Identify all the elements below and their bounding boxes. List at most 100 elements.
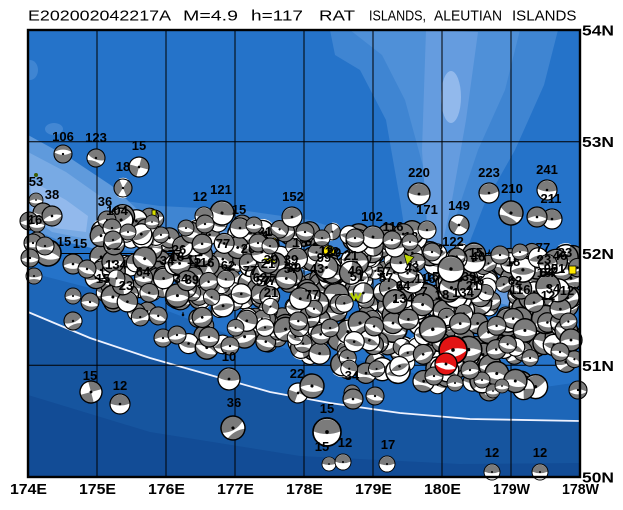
svg-text:116: 116 bbox=[383, 219, 404, 234]
svg-text:23: 23 bbox=[558, 245, 572, 260]
svg-text:53N: 53N bbox=[582, 134, 614, 151]
svg-text:15: 15 bbox=[469, 245, 483, 260]
svg-text:39: 39 bbox=[284, 252, 298, 267]
svg-text:174E: 174E bbox=[10, 481, 47, 498]
svg-text:77: 77 bbox=[243, 263, 257, 278]
svg-text:18: 18 bbox=[537, 265, 551, 280]
svg-text:12: 12 bbox=[113, 378, 127, 393]
svg-text:57: 57 bbox=[256, 273, 270, 288]
svg-text:12: 12 bbox=[193, 189, 207, 204]
svg-text:223: 223 bbox=[478, 165, 500, 180]
svg-text:ISLANDS: ISLANDS bbox=[512, 8, 577, 25]
svg-text:ALEUTIAN: ALEUTIAN bbox=[434, 8, 502, 25]
svg-text:M=4.9: M=4.9 bbox=[183, 8, 238, 25]
svg-text:39: 39 bbox=[327, 245, 341, 260]
svg-text:38: 38 bbox=[45, 187, 59, 202]
svg-text:179W: 179W bbox=[493, 481, 531, 498]
svg-text:36: 36 bbox=[227, 395, 241, 410]
svg-text:18: 18 bbox=[170, 249, 184, 264]
svg-text:39: 39 bbox=[185, 272, 199, 287]
svg-text:10: 10 bbox=[222, 349, 236, 364]
svg-text:15: 15 bbox=[132, 138, 146, 153]
svg-text:43: 43 bbox=[405, 260, 419, 275]
svg-text:106: 106 bbox=[52, 129, 74, 144]
svg-text:64: 64 bbox=[136, 264, 151, 279]
svg-text:64: 64 bbox=[396, 278, 411, 293]
svg-text:21: 21 bbox=[261, 256, 275, 271]
svg-text:12: 12 bbox=[338, 435, 352, 450]
svg-text:99: 99 bbox=[544, 261, 558, 276]
svg-text:21: 21 bbox=[466, 278, 480, 293]
svg-text:104: 104 bbox=[106, 203, 128, 218]
svg-text:15: 15 bbox=[83, 368, 97, 383]
svg-text:51: 51 bbox=[551, 261, 565, 276]
svg-text:34: 34 bbox=[546, 281, 561, 296]
svg-text:12: 12 bbox=[533, 445, 547, 460]
svg-text:E202002042217A: E202002042217A bbox=[28, 8, 171, 25]
svg-text:7: 7 bbox=[420, 284, 427, 299]
svg-text:h=117: h=117 bbox=[251, 8, 303, 25]
svg-text:36: 36 bbox=[98, 194, 112, 209]
svg-text:15: 15 bbox=[315, 439, 329, 454]
svg-text:12: 12 bbox=[319, 243, 333, 258]
svg-text:77: 77 bbox=[305, 287, 319, 302]
svg-text:102: 102 bbox=[361, 209, 383, 224]
svg-text:121: 121 bbox=[210, 182, 232, 197]
svg-text:57: 57 bbox=[284, 261, 298, 276]
svg-text:23: 23 bbox=[119, 278, 133, 293]
svg-text:50N: 50N bbox=[582, 470, 614, 487]
svg-text:15: 15 bbox=[232, 202, 246, 217]
svg-text:134: 134 bbox=[392, 291, 414, 306]
svg-text:62: 62 bbox=[253, 270, 267, 285]
svg-text:116: 116 bbox=[510, 282, 531, 297]
svg-text:77: 77 bbox=[216, 236, 230, 251]
svg-text:152: 152 bbox=[282, 189, 304, 204]
svg-text:179E: 179E bbox=[355, 481, 392, 498]
svg-text:211: 211 bbox=[541, 191, 562, 206]
svg-text:12: 12 bbox=[325, 244, 339, 259]
svg-text:176E: 176E bbox=[148, 481, 185, 498]
svg-text:39: 39 bbox=[462, 269, 476, 284]
svg-text:12: 12 bbox=[541, 288, 555, 303]
svg-text:12: 12 bbox=[560, 283, 574, 298]
svg-text:62: 62 bbox=[221, 258, 235, 273]
svg-text:116: 116 bbox=[415, 271, 436, 286]
svg-text:178E: 178E bbox=[286, 481, 323, 498]
svg-text:21: 21 bbox=[344, 248, 358, 263]
svg-text:57: 57 bbox=[377, 264, 391, 279]
svg-text:62: 62 bbox=[508, 273, 522, 288]
svg-text:15: 15 bbox=[425, 269, 439, 284]
svg-text:34: 34 bbox=[345, 368, 360, 383]
svg-text:180E: 180E bbox=[424, 481, 461, 498]
svg-text:57: 57 bbox=[379, 270, 393, 285]
svg-text:51N: 51N bbox=[582, 358, 614, 375]
svg-text:123: 123 bbox=[85, 130, 107, 145]
svg-text:15: 15 bbox=[57, 234, 71, 249]
svg-text:15: 15 bbox=[187, 252, 201, 267]
svg-text:15: 15 bbox=[73, 236, 87, 251]
svg-text:52N: 52N bbox=[582, 246, 614, 263]
svg-text:177E: 177E bbox=[217, 481, 254, 498]
svg-text:23: 23 bbox=[537, 252, 551, 267]
svg-text:53: 53 bbox=[29, 174, 43, 189]
svg-text:46: 46 bbox=[471, 249, 485, 264]
svg-text:18: 18 bbox=[116, 159, 130, 174]
svg-text:51: 51 bbox=[350, 269, 364, 284]
svg-text:ISLANDS,: ISLANDS, bbox=[369, 8, 426, 25]
svg-text:39: 39 bbox=[287, 260, 301, 275]
svg-text:99: 99 bbox=[317, 250, 331, 265]
svg-text:15: 15 bbox=[96, 271, 110, 286]
svg-text:34: 34 bbox=[174, 271, 189, 286]
svg-text:54N: 54N bbox=[582, 23, 614, 40]
svg-text:18: 18 bbox=[435, 287, 449, 302]
svg-text:17: 17 bbox=[381, 437, 395, 452]
svg-text:134: 134 bbox=[105, 257, 127, 272]
svg-text:26: 26 bbox=[172, 242, 186, 257]
svg-text:RAT: RAT bbox=[319, 8, 355, 25]
svg-text:210: 210 bbox=[501, 181, 523, 196]
svg-text:175E: 175E bbox=[79, 481, 116, 498]
svg-text:77: 77 bbox=[262, 273, 276, 288]
svg-text:171: 171 bbox=[416, 202, 438, 217]
svg-text:43: 43 bbox=[310, 261, 324, 276]
svg-text:77: 77 bbox=[536, 240, 550, 255]
